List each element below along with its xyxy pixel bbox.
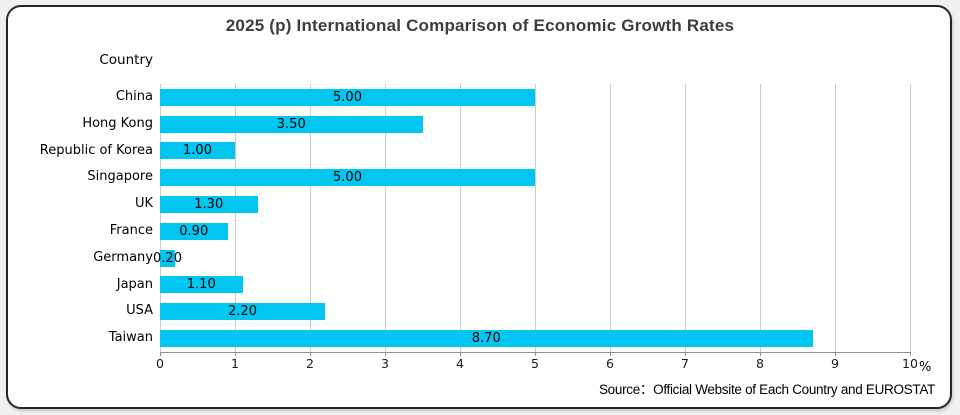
- x-axis-tick-label: 6: [606, 356, 614, 371]
- x-axis-tick-mark: [535, 352, 536, 356]
- x-axis-unit-label: %: [919, 360, 932, 375]
- gridline: [310, 84, 311, 352]
- gridline: [910, 84, 911, 352]
- plot-area: 5.00 3.50 1.00 5.00 1.30 0.90 0.20 1.10 2.20 8.70: [153, 84, 911, 353]
- bar: [160, 115, 423, 133]
- x-axis-tick-mark: [685, 352, 686, 356]
- chart-title: 2025 (p) International Comparison of Eco…: [225, 16, 735, 35]
- bar: [160, 249, 175, 267]
- gridline: [385, 84, 386, 352]
- bar-row: 8.70: [160, 325, 910, 352]
- bar-value-label: 1.10: [186, 277, 216, 293]
- category-label: Taiwan: [108, 330, 153, 346]
- category-label: Singapore: [87, 169, 153, 185]
- source-note: Source：Official Website of Each Country …: [598, 382, 935, 397]
- bar: [160, 142, 235, 160]
- gridline: [610, 84, 611, 352]
- gridline: [460, 84, 461, 352]
- x-axis-tick-mark: [160, 352, 161, 356]
- x-axis-tick-label: 4: [456, 356, 464, 371]
- bar-row: 1.30: [160, 191, 910, 218]
- gridline: [760, 84, 761, 352]
- bar-row: 5.00: [160, 84, 910, 111]
- x-axis-tick-mark: [385, 352, 386, 356]
- gridline: [235, 84, 236, 352]
- bar-row: 0.90: [160, 218, 910, 245]
- x-axis-tick-mark: [460, 352, 461, 356]
- bar-value-label: 8.70: [471, 331, 501, 347]
- category-label: UK: [134, 196, 153, 212]
- bar-value-label: 1.30: [194, 197, 224, 213]
- bar: [160, 222, 228, 240]
- bar-value-label: 2.20: [228, 304, 257, 320]
- y-axis-header: Country: [99, 52, 153, 68]
- gridline: [685, 84, 686, 352]
- bar-value-label: 1.00: [183, 143, 212, 159]
- bar-value-label: 5.00: [333, 89, 362, 105]
- bar-row: 2.20: [160, 298, 910, 325]
- bar: [160, 330, 813, 348]
- bar: [160, 196, 258, 214]
- category-label: USA: [126, 303, 153, 319]
- bar: [160, 169, 535, 187]
- x-axis-tick-mark: [610, 352, 611, 356]
- bar-row: 0.20: [153, 245, 910, 272]
- x-axis-tick-label: 10: [902, 356, 918, 371]
- gridline: [160, 84, 161, 352]
- category-label: Hong Kong: [82, 115, 153, 131]
- x-axis-tick-label: 9: [831, 356, 839, 371]
- bar-value-label: 5.00: [333, 170, 362, 186]
- bar-value-label: 0.90: [179, 223, 209, 239]
- bar-row: 1.10: [160, 272, 910, 299]
- x-axis-tick-label: 2: [306, 356, 314, 371]
- category-label: Japan: [116, 276, 153, 292]
- bar: [160, 303, 325, 321]
- bar: [160, 88, 535, 106]
- bar-value-label: 0.20: [153, 250, 182, 266]
- x-axis-tick-mark: [910, 352, 911, 356]
- x-axis-tick-label: 0: [156, 356, 164, 371]
- x-axis-tick-mark: [310, 352, 311, 356]
- bar-row: 5.00: [160, 164, 910, 191]
- bar: [160, 276, 243, 294]
- bar-row: 3.50: [160, 111, 910, 138]
- x-axis-tick-label: 3: [381, 356, 389, 371]
- bar-row: 1.00: [160, 138, 910, 165]
- x-axis-tick-label: 8: [756, 356, 764, 371]
- gridline: [835, 84, 836, 352]
- category-label: Republic of Korea: [39, 142, 153, 158]
- x-axis-tick-mark: [835, 352, 836, 356]
- x-axis-tick-mark: [235, 352, 236, 356]
- category-label: France: [109, 223, 153, 238]
- gridline: [535, 84, 536, 352]
- x-axis-tick-mark: [760, 352, 761, 356]
- category-label: Germany: [93, 249, 153, 265]
- x-axis-tick-label: 5: [531, 356, 539, 371]
- category-label: China: [115, 89, 153, 104]
- bar-value-label: 3.50: [276, 116, 306, 132]
- x-axis-tick-label: 1: [231, 356, 239, 371]
- x-axis-tick-label: 7: [681, 356, 689, 371]
